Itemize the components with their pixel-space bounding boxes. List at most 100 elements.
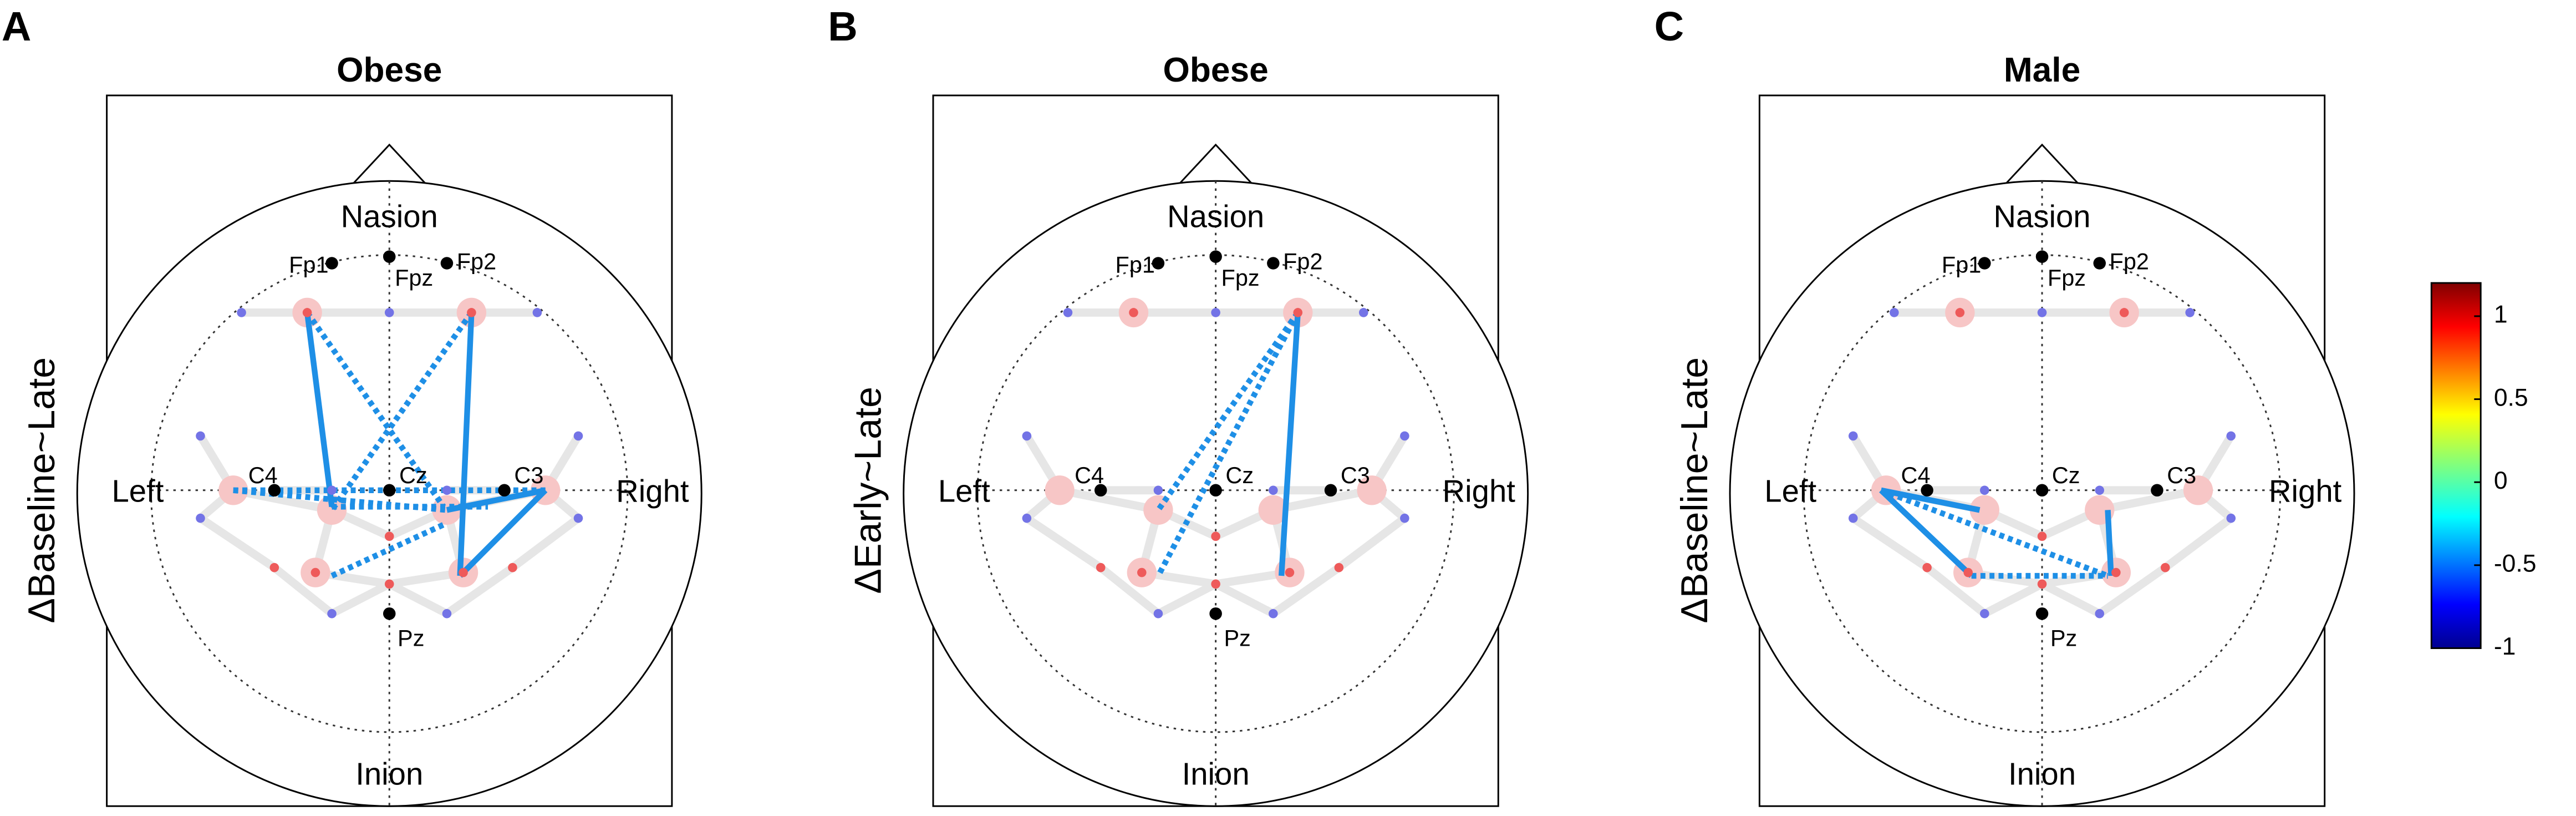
grid-link bbox=[1096, 563, 1163, 618]
electrode bbox=[2093, 257, 2106, 270]
node bbox=[459, 567, 468, 577]
connection bbox=[304, 311, 446, 509]
node bbox=[2111, 567, 2121, 577]
inner-ring bbox=[1803, 254, 2282, 733]
node bbox=[1153, 609, 1163, 619]
grid-link bbox=[1055, 486, 1163, 514]
landmark-label: Nasion bbox=[341, 199, 438, 234]
node bbox=[532, 308, 542, 317]
node bbox=[2037, 308, 2047, 317]
grid-link bbox=[1849, 514, 1932, 572]
node bbox=[442, 609, 452, 619]
node bbox=[1137, 567, 1147, 577]
electrode-label: Fpz bbox=[395, 265, 433, 291]
panel-title: Obese bbox=[337, 51, 442, 89]
electrode-label: C3 bbox=[2167, 462, 2196, 488]
electrode-label: Fp1 bbox=[289, 251, 328, 277]
node bbox=[384, 579, 394, 589]
electrode bbox=[1324, 484, 1337, 497]
panel-letter: A bbox=[2, 3, 31, 49]
electrode-label: Cz bbox=[1225, 462, 1254, 488]
node bbox=[508, 562, 517, 572]
node bbox=[467, 308, 476, 317]
landmark-label: Left bbox=[1764, 474, 1816, 509]
grid-link bbox=[196, 514, 279, 572]
connection bbox=[304, 312, 335, 508]
connection bbox=[2105, 510, 2114, 576]
grid-link bbox=[1980, 580, 2046, 618]
node bbox=[2160, 562, 2170, 572]
grid-link bbox=[1154, 580, 1220, 618]
electrode-label: Fpz bbox=[2048, 265, 2086, 291]
node bbox=[327, 609, 337, 619]
landmark-label: Nasion bbox=[1993, 199, 2090, 234]
node-halo bbox=[1357, 475, 1387, 505]
connection bbox=[330, 520, 449, 579]
electrode-label: C3 bbox=[514, 462, 543, 488]
inner-ring bbox=[150, 254, 629, 733]
node bbox=[384, 308, 394, 317]
grid-link bbox=[229, 486, 336, 514]
node bbox=[384, 531, 394, 541]
electrode bbox=[383, 250, 396, 263]
node bbox=[237, 308, 246, 317]
node bbox=[573, 431, 583, 441]
y-label: ΔEarly~Late bbox=[847, 387, 889, 594]
grid-link bbox=[385, 580, 451, 618]
grid-link bbox=[442, 563, 517, 618]
landmark-label: Inion bbox=[2008, 757, 2076, 792]
node bbox=[2226, 513, 2236, 523]
electrode bbox=[440, 257, 454, 270]
node bbox=[1848, 431, 1858, 441]
node-halo bbox=[1969, 495, 1999, 525]
node bbox=[2037, 531, 2047, 541]
electrode-label: Fp1 bbox=[1942, 251, 1981, 277]
node bbox=[2037, 579, 2047, 589]
node bbox=[1063, 308, 1073, 317]
grid-link bbox=[508, 514, 583, 572]
node bbox=[327, 485, 337, 495]
node bbox=[310, 567, 320, 577]
electrode-label: C4 bbox=[248, 462, 278, 488]
node bbox=[1211, 531, 1220, 541]
node bbox=[1153, 485, 1163, 495]
electrode bbox=[268, 484, 281, 497]
node bbox=[1890, 308, 1899, 317]
connection bbox=[329, 311, 474, 512]
connection bbox=[1880, 487, 2109, 579]
grid-link bbox=[1269, 486, 1376, 514]
head-map: C Male ΔBaseline~Late Fp1 Fpz Fp2 C4 Cz C3 Pz Nasi… bbox=[1654, 3, 2355, 807]
node-halo bbox=[1258, 495, 1288, 525]
electrode bbox=[498, 484, 511, 497]
electrode bbox=[1209, 607, 1222, 620]
node bbox=[1980, 485, 1989, 495]
electrode-label: Pz bbox=[2050, 625, 2077, 651]
connection bbox=[457, 488, 548, 578]
grid-link bbox=[2038, 580, 2104, 618]
node bbox=[1400, 513, 1409, 523]
grid-link bbox=[1022, 514, 1105, 572]
colorbar-tick-label: -1 bbox=[2494, 633, 2516, 660]
electrode bbox=[383, 607, 396, 620]
electrode bbox=[2035, 607, 2049, 620]
node-halo bbox=[317, 495, 347, 525]
landmark-label: Inion bbox=[355, 757, 423, 792]
node bbox=[1022, 513, 1032, 523]
electrode bbox=[1094, 484, 1107, 497]
landmark-label: Inion bbox=[1182, 757, 1250, 792]
landmark-label: Nasion bbox=[1167, 199, 1264, 234]
head-map: A Obese ΔBaseline~Late Fp1 Fpz Fp2 C4 Cz C3 Pz Nas… bbox=[2, 3, 702, 807]
grid-link bbox=[1923, 563, 1989, 618]
node bbox=[1129, 308, 1138, 317]
node bbox=[1269, 609, 1278, 619]
landmark-label: Right bbox=[2269, 474, 2342, 509]
connection bbox=[1879, 488, 1974, 578]
electrode bbox=[1978, 257, 1991, 270]
node bbox=[573, 513, 583, 523]
grid-link bbox=[328, 580, 394, 618]
node bbox=[1096, 562, 1106, 572]
node bbox=[2226, 431, 2236, 441]
electrode bbox=[2035, 250, 2049, 263]
node bbox=[196, 513, 205, 523]
